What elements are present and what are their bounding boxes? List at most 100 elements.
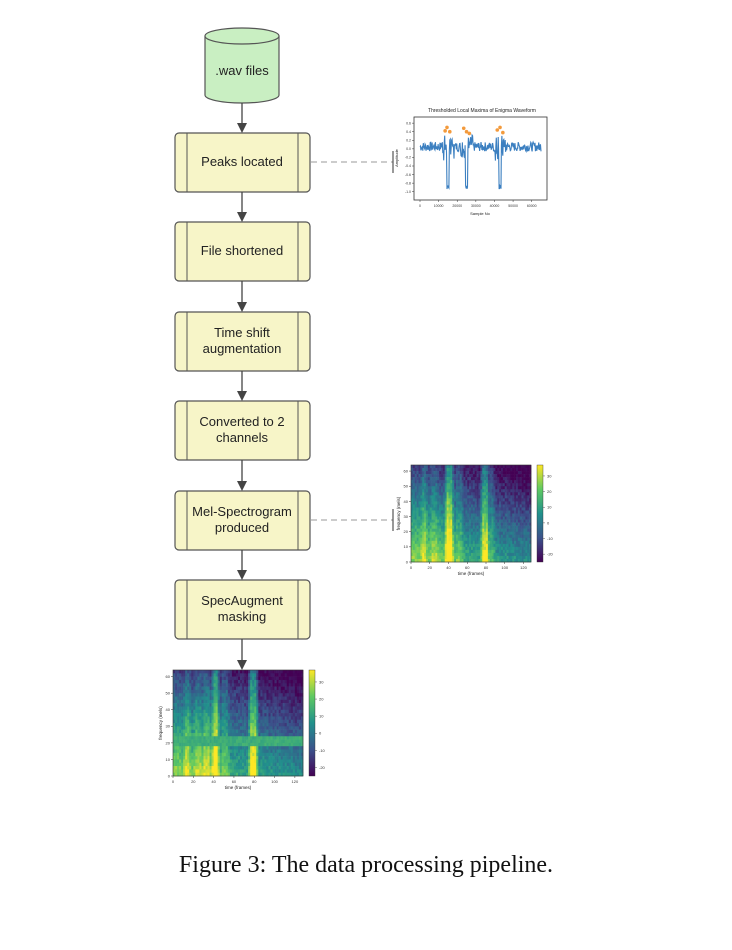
waveform-x-tick: 10000: [434, 204, 444, 208]
spectrogram-x-tick: 100: [501, 565, 508, 570]
step-label-line: Time shift: [214, 325, 270, 340]
waveform-y-tick: -0.2: [405, 156, 411, 160]
step-label-line: produced: [215, 520, 269, 535]
peak-marker: [443, 129, 447, 133]
waveform-x-tick: 40000: [490, 204, 500, 208]
spectrogram-x-tick: 20: [428, 565, 433, 570]
peak-marker: [445, 125, 449, 130]
cylinder-top: [204, 27, 280, 45]
spectrogram-y-tick: 0: [168, 773, 171, 778]
waveform-peaks: [443, 125, 505, 136]
spectrogram-ylabel: frequency (mels): [158, 706, 163, 740]
pipeline-diagram: .wav files Peaks located File shortened …: [158, 27, 554, 790]
peak-marker: [464, 129, 469, 134]
spectrogram-y-tick: 0: [406, 559, 409, 564]
spectrogram-x-tick: 80: [484, 565, 489, 570]
colorbar-tick: -20: [319, 765, 326, 770]
spectrogram-y-tick: 30: [166, 724, 171, 729]
waveform-x-tick: 60000: [527, 204, 537, 208]
step-label-line: channels: [216, 430, 269, 445]
waveform-ylabel: Amplitude: [394, 148, 399, 167]
waveform-y-tick: 0.4: [406, 130, 411, 134]
wav-files-label: .wav files: [215, 63, 269, 78]
spectrogram-x-tick: 40: [446, 565, 451, 570]
figure-caption: Figure 3: The data processing pipeline.: [178, 852, 554, 878]
wav-files-node: .wav files: [204, 27, 280, 104]
colorbar: [308, 669, 316, 777]
peak-marker: [461, 126, 466, 131]
spectrogram-x-tick: 120: [520, 565, 527, 570]
spectrogram-x-tick: 20: [191, 779, 196, 784]
waveform-x-tick: 0: [419, 204, 421, 208]
step-peaks-located: Peaks located: [174, 132, 311, 193]
spectrogram-y-tick: 20: [404, 529, 409, 534]
spectrogram-y-tick: 20: [166, 740, 171, 745]
spectrogram-ylabel: frequency (mels): [396, 496, 401, 530]
spectrogram-y-tick: 40: [166, 707, 171, 712]
spectrogram-y-tick: 10: [404, 544, 409, 549]
waveform-y-tick: 0.0: [406, 147, 411, 151]
step-label-line: Peaks located: [201, 154, 283, 169]
step-label-line: augmentation: [203, 341, 282, 356]
waveform-xlabel: Sample No: [470, 211, 491, 216]
spectrogram-y-tick: 50: [404, 484, 409, 489]
peak-marker: [501, 130, 505, 135]
step-time-shift: Time shift augmentation: [174, 311, 311, 372]
waveform-title: Thresholded Local Maxima of Enigma Wavef…: [428, 108, 536, 114]
spectrogram-x-tick: 60: [465, 565, 470, 570]
colorbar-tick: -20: [547, 552, 554, 557]
step-label: File shortened: [201, 243, 283, 258]
waveform-frame: [413, 116, 548, 201]
step-mel-spectrogram: Mel-Spectrogram produced: [174, 490, 311, 551]
step-label-line: Converted to 2: [199, 414, 284, 429]
step-specaugment: SpecAugment masking: [174, 579, 311, 640]
peak-marker: [495, 128, 500, 132]
step-file-shortened: File shortened: [174, 221, 311, 282]
colorbar-tick: 10: [319, 714, 324, 719]
step-label-line: SpecAugment: [201, 593, 283, 608]
colorbar-tick: 30: [319, 679, 324, 684]
step-label-line: File shortened: [201, 243, 283, 258]
spectrogram-xlabel: time (frames): [458, 571, 485, 576]
spectrogram-y-tick: 50: [166, 691, 171, 696]
step-label: Peaks located: [201, 154, 283, 169]
spectrogram-heatmap: [173, 670, 304, 777]
spectrogram-y-tick: 60: [166, 674, 171, 679]
spectrogram-x-tick: 60: [232, 779, 237, 784]
colorbar-tick: 10: [547, 505, 552, 510]
waveform-y-tick: 0.6: [406, 121, 411, 125]
cylinder-body: [204, 36, 280, 104]
spectrogram-frame: [172, 669, 304, 777]
spectrogram-x-tick: 40: [211, 779, 216, 784]
step-two-channels: Converted to 2 channels: [174, 400, 311, 461]
spectrogram-xlabel: time (frames): [225, 785, 252, 790]
waveform-y-tick: -0.6: [405, 173, 411, 177]
step-label: Converted to 2 channels: [199, 414, 284, 445]
waveform-plot: Thresholded Local Maxima of Enigma Wavef…: [394, 108, 548, 216]
spectrogram-y-tick: 40: [404, 499, 409, 504]
step-label-line: masking: [218, 609, 266, 624]
waveform-x-tick: 30000: [471, 204, 481, 208]
spectrogram-heatmap: [411, 465, 532, 563]
connector-peaks: [311, 151, 394, 173]
waveform-line: [419, 133, 542, 190]
spectrogram-x-tick: 80: [252, 779, 257, 784]
waveform-x-tick: 50000: [508, 204, 518, 208]
step-label-line: Mel-Spectrogram: [192, 504, 292, 519]
spectrogram-x-tick: 100: [271, 779, 278, 784]
spectrogram-y-tick: 10: [166, 757, 171, 762]
peak-marker: [467, 131, 472, 136]
colorbar-tick: 0: [547, 520, 550, 525]
spectrogram-x-tick: 0: [410, 565, 413, 570]
spectrogram-x-tick: 120: [292, 779, 299, 784]
colorbar: [536, 464, 544, 563]
waveform-x-ticks: 0 10000 20000 30000 40000 50000 60000: [419, 200, 537, 208]
connector-mel: [311, 509, 394, 531]
waveform-y-ticks: 0.6 0.4 0.2 0.0 -0.2 -0.4 -0.6 -0.8 -1.0: [405, 121, 414, 194]
colorbar-tick: -10: [547, 536, 554, 541]
peak-marker: [498, 125, 502, 130]
step-label: Mel-Spectrogram produced: [192, 504, 292, 535]
colorbar-tick: 20: [547, 489, 552, 494]
spectrogram-frame: [410, 464, 532, 563]
